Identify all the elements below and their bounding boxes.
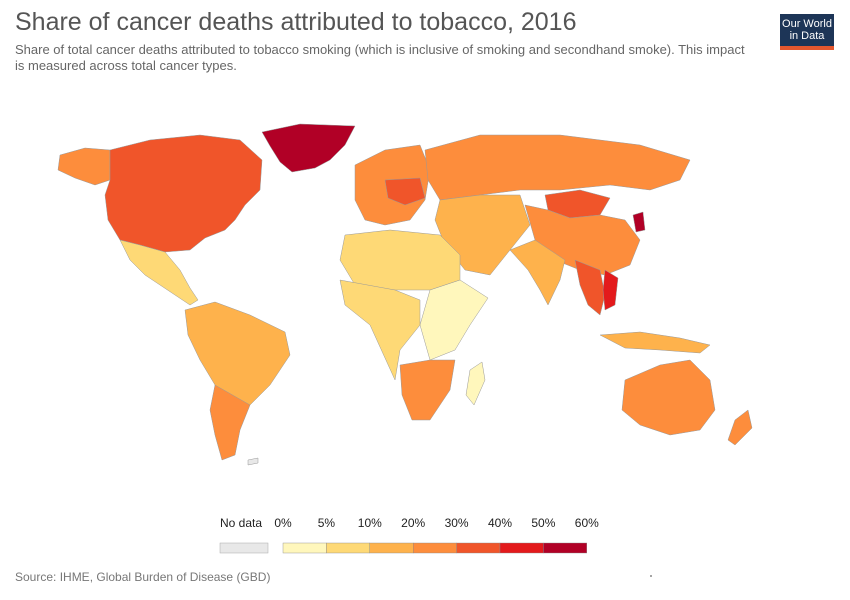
region-vietnam[interactable] (602, 269, 619, 311)
owid-logo[interactable]: Our World in Data (780, 14, 834, 50)
legend-tick-label: 50% (531, 516, 555, 530)
legend-no-data-label: No data (220, 516, 262, 530)
decorative-dot (650, 575, 652, 577)
legend-bin-6[interactable] (543, 542, 588, 554)
region-west-africa[interactable] (339, 279, 421, 381)
region-alaska[interactable] (57, 147, 111, 186)
legend-tick-label: 30% (445, 516, 469, 530)
legend-bin-1[interactable] (326, 542, 370, 554)
logo-line-2: in Data (789, 30, 825, 42)
legend-bin-5[interactable] (499, 542, 544, 554)
legend-bin-4[interactable] (456, 542, 501, 554)
region-indonesia[interactable] (599, 331, 711, 354)
region-greenland[interactable] (261, 123, 356, 173)
region-north-korea[interactable] (632, 211, 646, 233)
legend-tick-label: 40% (488, 516, 512, 530)
legend-bin-2[interactable] (369, 542, 414, 554)
region-east-africa[interactable] (419, 279, 489, 361)
legend-tick-label: 20% (401, 516, 425, 530)
source-note: Source: IHME, Global Burden of Disease (… (15, 570, 271, 584)
legend-color-scale: 0% 5% 10% 20% 30% 40% 50% 60% (274, 516, 599, 554)
legend-bin-0[interactable] (282, 542, 327, 554)
legend-tick-label: 0% (274, 516, 292, 530)
region-russia[interactable] (424, 134, 691, 201)
region-new-zealand[interactable] (727, 409, 753, 446)
world-map (57, 123, 753, 466)
region-north-america[interactable] (104, 134, 263, 253)
region-southern-africa[interactable] (399, 359, 456, 421)
region-no-data-islands[interactable] (247, 457, 259, 466)
region-central-europe[interactable] (384, 177, 426, 206)
legend-tick-label: 10% (358, 516, 382, 530)
region-south-america[interactable] (184, 301, 291, 406)
region-australia[interactable] (621, 359, 716, 436)
region-southeast-asia[interactable] (574, 259, 606, 316)
region-north-africa[interactable] (339, 229, 461, 291)
logo-line-1: Our World (782, 18, 832, 30)
map-legend: No data 0% 5% 10% 20% 30% 40% 50% 60% (219, 516, 599, 554)
chart-title: Share of cancer deaths attributed to tob… (15, 8, 577, 36)
chart-subtitle: Share of total cancer deaths attributed … (15, 42, 745, 73)
region-argentina[interactable] (209, 384, 251, 461)
legend-tick-label: 60% (575, 516, 599, 530)
legend-no-data-swatch[interactable] (219, 542, 269, 554)
legend-tick-label: 5% (318, 516, 336, 530)
region-madagascar[interactable] (465, 361, 486, 406)
region-india[interactable] (509, 239, 566, 306)
legend-bin-3[interactable] (413, 542, 457, 554)
region-central-america[interactable] (119, 239, 199, 306)
